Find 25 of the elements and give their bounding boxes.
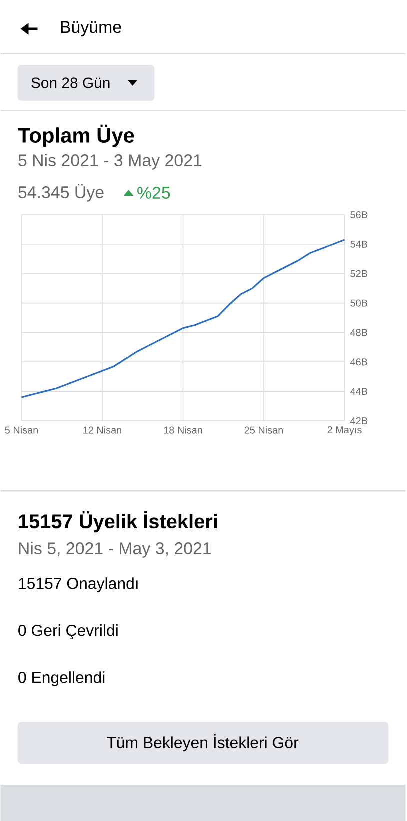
x-tick-label: 25 Nisan — [245, 426, 284, 434]
text: Tüm Bekleyen İstekleri Gör — [107, 734, 299, 752]
y-tick-label: 54B — [350, 240, 368, 248]
text: Büyüme — [62, 21, 122, 37]
chart-subtitle: 5 Nis 2021 - 3 May 2021 — [18, 154, 202, 170]
x-tick-label: 2 Mayıs — [328, 426, 362, 436]
y-tick-label: 50B — [350, 300, 368, 307]
y-tick-label: 42B — [350, 418, 368, 424]
text: Son 28 Gün — [32, 78, 110, 88]
x-tick-label: 12 Nisan — [84, 426, 122, 434]
text: %25 — [138, 187, 170, 200]
text: 0 Geri Çevrildi — [18, 624, 118, 640]
text: 0 Engellendi — [18, 672, 105, 686]
y-tick-label: 48B — [350, 329, 368, 336]
text: 15157 Onaylandı — [19, 578, 138, 592]
y-tick-label: 44B — [350, 388, 368, 396]
text: 15157 Üyelik İstekleri — [19, 511, 218, 533]
y-tick-label: 52B — [350, 270, 368, 278]
text: Nis 5, 2021 - May 3, 2021 — [20, 542, 212, 558]
y-tick-label: 56B — [350, 211, 368, 219]
x-tick-label: 5 Nisan — [6, 426, 38, 434]
chart-title: Toplam Üye — [18, 124, 134, 148]
y-tick-label: 46B — [350, 358, 368, 366]
text: 54.345 Üye — [18, 184, 104, 202]
x-tick-label: 18 Nisan — [164, 426, 202, 434]
